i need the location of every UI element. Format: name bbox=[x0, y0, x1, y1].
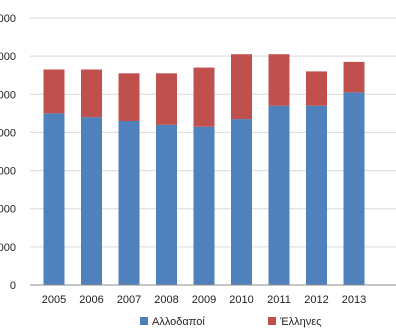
bar-segment-foreigners bbox=[343, 92, 365, 285]
legend-swatch-foreigners bbox=[140, 317, 148, 325]
y-tick-label: 7000 bbox=[0, 13, 16, 25]
bar-segment-greeks bbox=[43, 69, 65, 114]
y-tick-label: 4000 bbox=[0, 127, 16, 139]
y-tick-label: 1000 bbox=[0, 242, 16, 254]
bar-segment-greeks bbox=[156, 73, 177, 125]
y-axis-ticks: 0 1000 2000 3000 4000 5000 6000 7000 bbox=[0, 13, 16, 292]
y-tick-label: 5000 bbox=[0, 89, 16, 101]
x-tick-label: 2012 bbox=[304, 294, 328, 306]
bar-segment-greeks bbox=[118, 73, 140, 121]
bar-segment-foreigners bbox=[43, 113, 65, 285]
bar-segment-foreigners bbox=[156, 124, 177, 285]
bar-segment-foreigners bbox=[193, 126, 215, 285]
x-tick-label: 2005 bbox=[42, 294, 66, 306]
x-tick-label: 2008 bbox=[154, 294, 178, 306]
x-tick-label: 2013 bbox=[342, 294, 366, 306]
bar-segment-foreigners bbox=[118, 120, 140, 285]
bars bbox=[43, 54, 365, 286]
x-tick-label: 2010 bbox=[229, 294, 253, 306]
legend: Αλλοδαποί Έλληνες bbox=[140, 316, 321, 328]
y-tick-label: 2000 bbox=[0, 204, 16, 216]
x-axis-ticks: 2005 2006 2007 2008 2009 2010 2011 2012 2013 bbox=[42, 294, 366, 306]
legend-label-foreigners: Αλλοδαποί bbox=[152, 316, 205, 328]
bar-segment-greeks bbox=[268, 54, 290, 106]
legend-swatch-greeks bbox=[268, 317, 276, 325]
x-tick-label: 2009 bbox=[192, 294, 216, 306]
y-tick-label: 0 bbox=[10, 280, 16, 292]
legend-label-greeks: Έλληνες bbox=[279, 316, 321, 328]
bar-segment-foreigners bbox=[231, 119, 252, 285]
bar-segment-foreigners bbox=[268, 105, 290, 285]
x-tick-label: 2007 bbox=[117, 294, 141, 306]
y-tick-label: 6000 bbox=[0, 51, 16, 63]
bar-segment-foreigners bbox=[306, 105, 327, 285]
bar-segment-greeks bbox=[193, 67, 215, 127]
bar-segment-greeks bbox=[343, 61, 365, 93]
bar-segment-greeks bbox=[231, 54, 252, 120]
y-tick-label: 3000 bbox=[0, 166, 16, 178]
bar-segment-foreigners bbox=[81, 117, 102, 286]
x-tick-label: 2011 bbox=[267, 294, 291, 306]
bar-segment-greeks bbox=[81, 69, 102, 118]
bar-segment-greeks bbox=[306, 71, 327, 106]
x-tick-label: 2006 bbox=[79, 294, 103, 306]
